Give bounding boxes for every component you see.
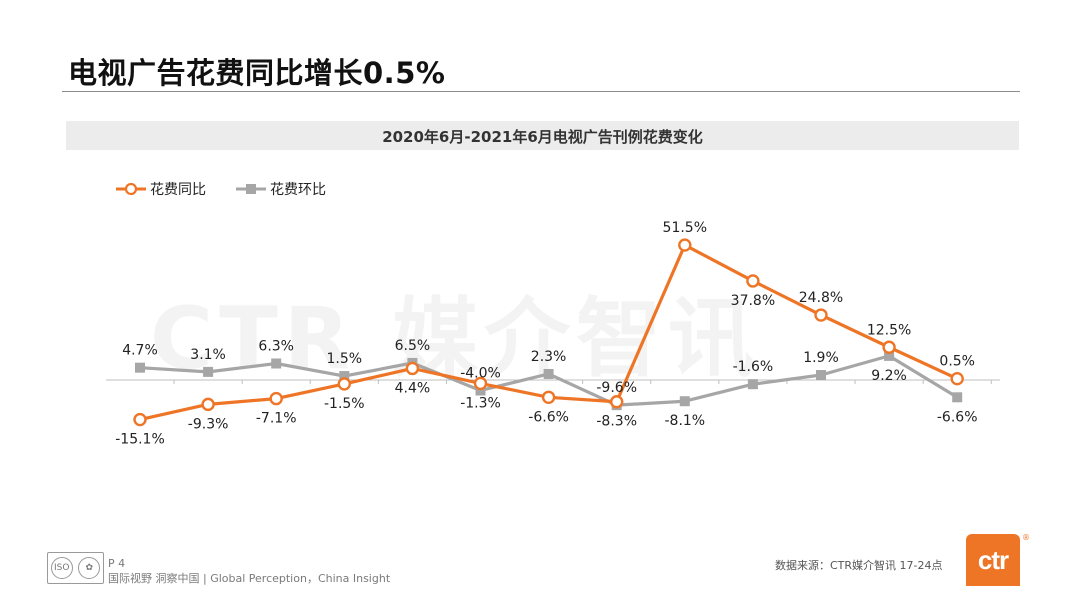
point-mom-11	[816, 370, 826, 381]
data-label-mom-1: 4.7%	[122, 343, 158, 359]
point-yoy-11	[814, 308, 828, 322]
point-mom-6	[475, 385, 486, 396]
certification-logo: ISO ✿	[47, 552, 104, 584]
data-label-mom-10: -1.6%	[733, 359, 774, 375]
watermark: CTR 媒介智讯	[150, 289, 760, 389]
point-yoy-7	[541, 390, 556, 404]
data-label-yoy-6: -1.3%	[460, 395, 501, 411]
data-label-yoy-2: -9.3%	[188, 416, 229, 432]
point-mom-9	[679, 396, 690, 407]
point-yoy-4	[337, 377, 351, 391]
footer-slogan: 国际视野 洞察中国 | Global Perception，China Insi…	[108, 572, 391, 585]
data-label-yoy-9: 51.5%	[663, 220, 707, 236]
data-label-mom-2: 3.1%	[190, 347, 226, 363]
point-mom-13	[952, 392, 963, 403]
point-yoy-13	[950, 371, 964, 386]
data-label-yoy-5: 4.4%	[395, 380, 431, 396]
legend-marker-mom-icon	[236, 184, 266, 194]
data-label-mom-12: 9.2%	[871, 368, 907, 384]
point-mom-12	[884, 350, 895, 361]
footer-left: P 4 国际视野 洞察中国 | Global Perception，China …	[108, 556, 390, 586]
title-divider	[62, 91, 1020, 92]
point-yoy-6	[473, 376, 488, 391]
data-label-yoy-1: -15.1%	[115, 432, 165, 448]
point-mom-4	[339, 371, 350, 382]
point-yoy-10	[746, 274, 760, 288]
data-label-yoy-13: 0.5%	[939, 354, 975, 370]
point-mom-2	[203, 366, 214, 377]
award-badge-icon: ✿	[78, 557, 101, 579]
data-label-yoy-3: -7.1%	[256, 411, 297, 427]
legend-label-yoy: 花费同比	[150, 182, 206, 198]
page-number: P 4	[108, 557, 126, 570]
point-yoy-3	[269, 391, 283, 406]
chart-title: 2020年6月-2021年6月电视广告刊例花费变化	[382, 128, 703, 146]
data-label-mom-8: -9.6%	[596, 380, 637, 396]
data-label-mom-7: 2.3%	[531, 349, 567, 365]
legend-label-mom: 花费环比	[270, 182, 326, 198]
point-mom-1	[135, 362, 145, 373]
point-mom-7	[543, 368, 554, 379]
data-source: 数据来源：CTR媒介智讯 17-24点	[775, 559, 943, 572]
data-label-yoy-4: -1.5%	[324, 396, 365, 412]
data-label-yoy-10: 37.8%	[731, 293, 775, 309]
point-mom-10	[747, 379, 758, 390]
data-label-mom-6: -4.0%	[460, 365, 501, 381]
chart-legend: 花费同比 花费环比	[114, 179, 354, 199]
data-label-mom-5: 6.5%	[395, 338, 431, 354]
point-yoy-2	[201, 397, 215, 412]
data-label-yoy-11: 24.8%	[799, 290, 843, 306]
data-label-yoy-12: 12.5%	[867, 322, 911, 338]
legend-item-yoy: 花费同比	[114, 179, 206, 199]
data-label-mom-13: -6.6%	[937, 409, 978, 425]
data-label-mom-9: -8.1%	[664, 413, 705, 429]
point-yoy-8	[610, 395, 624, 409]
point-yoy-12	[882, 340, 896, 354]
point-yoy-9	[678, 238, 692, 252]
legend-item-mom: 花费环比	[234, 179, 326, 199]
data-label-mom-11: 1.9%	[803, 350, 839, 366]
ctr-logo: ctr	[966, 534, 1020, 586]
slide-title: 电视广告花费同比增长0.5%	[68, 56, 446, 90]
point-mom-3	[271, 358, 282, 369]
iso-badge-icon: ISO	[50, 557, 73, 579]
registered-mark: ®	[1022, 533, 1030, 542]
data-label-yoy-7: -6.6%	[528, 409, 569, 425]
point-yoy-1	[133, 412, 147, 427]
legend-marker-yoy-icon	[116, 182, 146, 196]
data-label-yoy-8: -8.3%	[596, 414, 637, 430]
data-label-mom-4: 1.5%	[327, 351, 363, 367]
point-yoy-5	[405, 361, 420, 376]
chart-title-banner: 2020年6月-2021年6月电视广告刊例花费变化	[66, 121, 1019, 150]
data-label-mom-3: 6.3%	[258, 338, 294, 354]
